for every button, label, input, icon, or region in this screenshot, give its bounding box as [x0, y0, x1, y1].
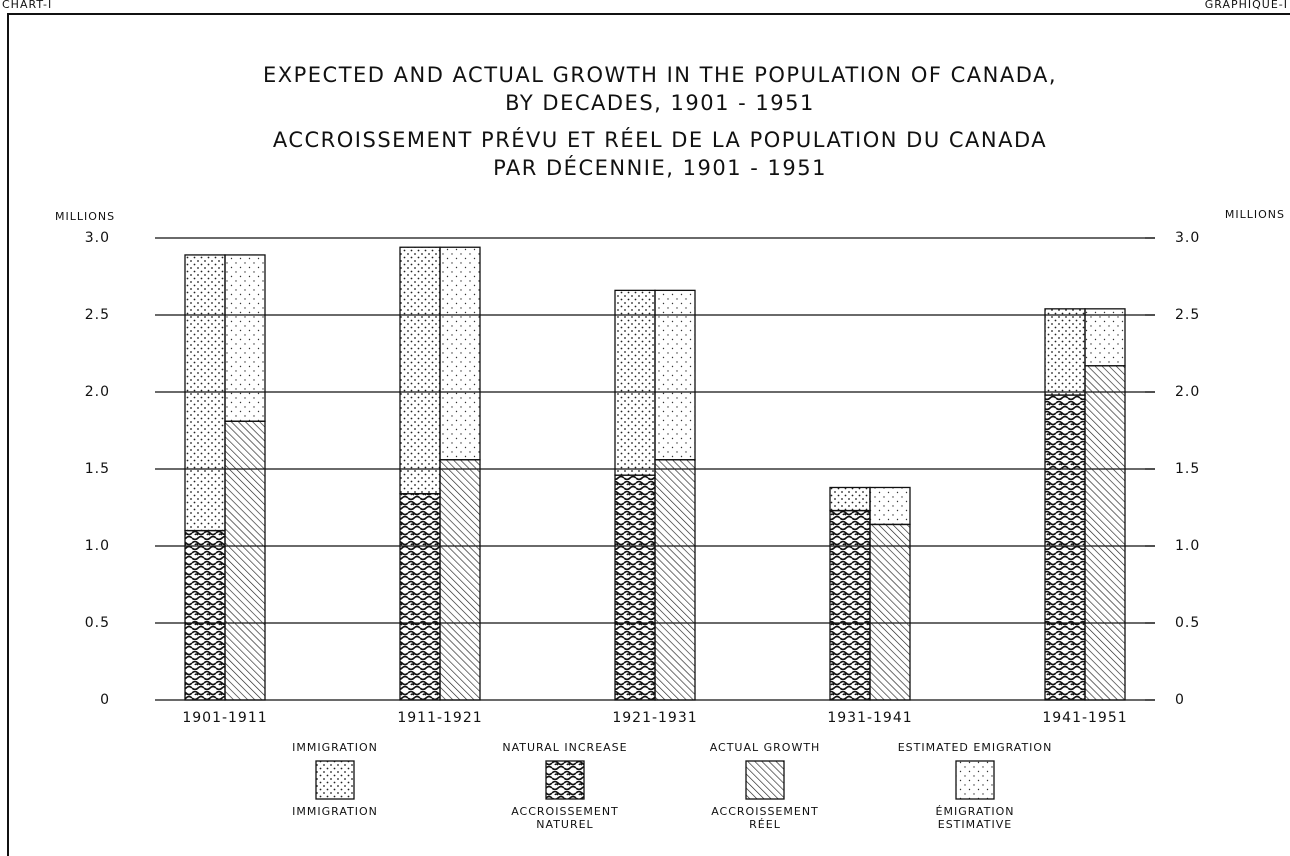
y2-tick-label: 1.5 — [1175, 461, 1200, 477]
y-axis-label: MILLIONS — [55, 210, 115, 223]
legend-label: ACTUAL GROWTH — [710, 741, 821, 754]
bar-segment — [1044, 394, 1086, 701]
y-tick-label: 2.0 — [85, 384, 110, 400]
legend-label: ESTIMATED EMIGRATION — [898, 741, 1053, 754]
legend-label: ESTIMATIVE — [938, 818, 1013, 831]
bar-segment — [439, 246, 481, 461]
y-tick-label: 0 — [100, 692, 110, 708]
bar-segment — [614, 289, 656, 476]
y-tick-label: 1.0 — [85, 538, 110, 554]
x-tick-label: 1931-1941 — [827, 710, 912, 726]
chart-title: EXPECTED AND ACTUAL GROWTH IN THE POPULA… — [263, 63, 1057, 87]
y-tick-label: 1.5 — [85, 461, 110, 477]
bar-segment — [869, 523, 911, 701]
legend-label: NATURAL INCREASE — [502, 741, 627, 754]
legend-label: NATUREL — [536, 818, 593, 831]
bar-segment — [869, 486, 911, 526]
legend-label: ACCROISSEMENT — [711, 805, 819, 818]
legend-label: RÉEL — [749, 818, 781, 831]
legend-label: IMMIGRATION — [292, 741, 378, 754]
frame — [7, 13, 1290, 856]
bar-segment — [654, 459, 696, 701]
bar-segment — [1084, 308, 1126, 367]
x-tick-label: 1901-1911 — [182, 710, 267, 726]
legend-swatch — [315, 760, 355, 800]
chart-title: PAR DÉCENNIE, 1901 - 1951 — [493, 155, 827, 180]
x-tick-label: 1921-1931 — [612, 710, 697, 726]
bar-segment — [184, 254, 226, 532]
chart-title: ACCROISSEMENT PRÉVU ET RÉEL DE LA POPULA… — [273, 127, 1047, 152]
legend-label: IMMIGRATION — [292, 805, 378, 818]
bar-segment — [439, 459, 481, 701]
y2-tick-label: 2.5 — [1175, 307, 1200, 323]
bar-segment — [1084, 365, 1126, 701]
legend-swatch — [955, 760, 995, 800]
y-tick-label: 2.5 — [85, 307, 110, 323]
legend-swatch — [545, 760, 585, 800]
bar-segment — [1044, 308, 1086, 396]
chart-title: BY DECADES, 1901 - 1951 — [505, 91, 815, 115]
bar-segment — [829, 486, 871, 512]
y2-tick-label: 2.0 — [1175, 384, 1200, 400]
bar-segment — [184, 529, 226, 701]
legend-swatch — [745, 760, 785, 800]
bar-segment — [614, 474, 656, 701]
bar-segment — [399, 492, 441, 701]
y2-tick-label: 3.0 — [1175, 230, 1200, 246]
corner-label: GRAPHIQUE-I — [1205, 0, 1288, 11]
bar-segment — [224, 254, 266, 422]
y2-tick-label: 0 — [1175, 692, 1185, 708]
y-tick-label: 0.5 — [85, 615, 110, 631]
bar-segment — [829, 509, 871, 701]
y-tick-label: 3.0 — [85, 230, 110, 246]
legend-label: ÉMIGRATION — [936, 805, 1015, 818]
y2-axis-label: MILLIONS — [1225, 208, 1285, 221]
x-tick-label: 1911-1921 — [397, 710, 482, 726]
y2-tick-label: 0.5 — [1175, 615, 1200, 631]
corner-label: CHART-I — [2, 0, 52, 11]
x-tick-label: 1941-1951 — [1042, 710, 1127, 726]
bar-segment — [224, 420, 266, 701]
bar-segment — [399, 246, 441, 495]
legend-label: ACCROISSEMENT — [511, 805, 619, 818]
y2-tick-label: 1.0 — [1175, 538, 1200, 554]
bar-segment — [654, 289, 696, 461]
